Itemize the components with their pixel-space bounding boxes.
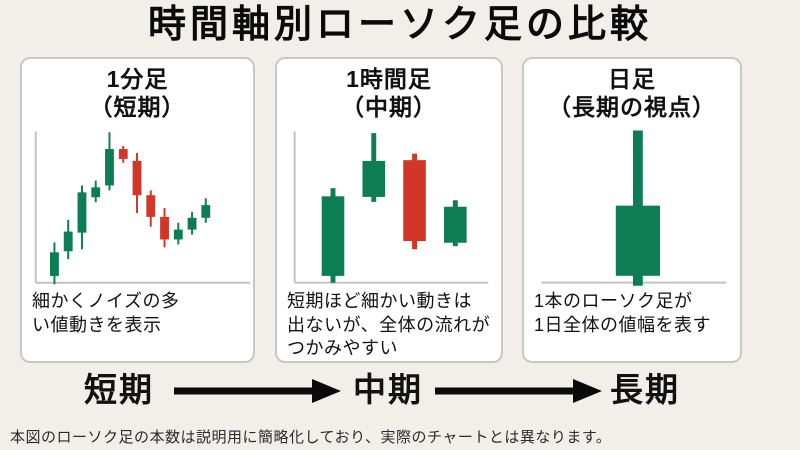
- panel-1hour-heading-line1: 1時間足: [346, 66, 432, 92]
- right-arrow-icon: [435, 379, 602, 403]
- panel-1hour: 1時間足 （中期） 短期ほど細かい動きは 出ないが、全体の流れが つかみやすい: [275, 57, 503, 363]
- panel-daily-heading-line2: （長期の視点）: [548, 94, 716, 120]
- panel-1min-heading-line1: 1分足: [106, 66, 169, 92]
- panel-daily-heading-line1: 日足: [608, 66, 656, 92]
- timeline-label-mid-term: 中期: [353, 371, 423, 408]
- page-title: 時間軸別ローソク足の比較: [147, 4, 652, 46]
- footnote: 本図のローソク足の本数は説明用に簡略化しており、実際のチャートとは異なります。: [10, 429, 612, 446]
- panel-1min: 1分足 （短期） 細かくノイズの多 い値動きを表示: [20, 57, 255, 363]
- timeline-label-long-term: 長期: [610, 371, 680, 408]
- panel-daily: 日足 （長期の視点） 1本のローソク足が 1日全体の値幅を表す: [522, 57, 742, 363]
- right-arrow-icon: [174, 379, 341, 403]
- panel-1min-heading-line2: （短期）: [89, 94, 186, 120]
- panel-1hour-description: 短期ほど細かい動きは 出ないが、全体の流れが つかみやすい: [287, 291, 491, 358]
- panel-daily-description: 1本のローソク足が 1日全体の値幅を表す: [534, 291, 712, 335]
- panel-1min-description: 細かくノイズの多 い値動きを表示: [32, 291, 180, 335]
- timeline-label-short-term: 短期: [84, 371, 154, 408]
- panel-1hour-heading: 1時間足 （中期）: [277, 65, 501, 121]
- panel-daily-heading: 日足 （長期の視点）: [524, 65, 740, 121]
- panel-1min-heading: 1分足 （短期）: [22, 65, 253, 121]
- panel-1hour-heading-line2: （中期）: [341, 94, 437, 120]
